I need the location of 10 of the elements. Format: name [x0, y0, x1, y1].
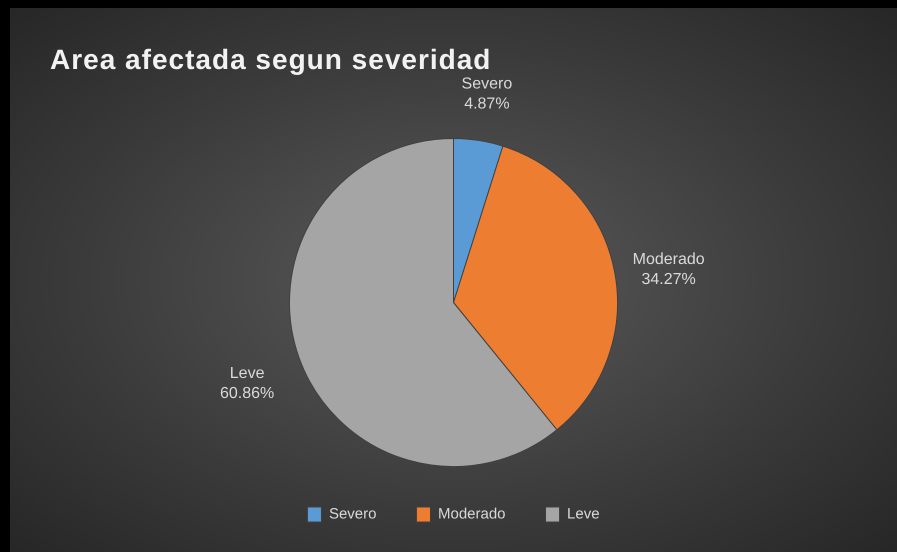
data-label: 60.86% [220, 385, 274, 402]
data-label: 34.27% [642, 270, 696, 288]
legend-label: Severo [328, 506, 376, 523]
slice-label: Severo [462, 75, 512, 92]
legend-label: Moderado [438, 506, 506, 523]
chart-title: Area afectada segun severidad [50, 44, 492, 76]
data-label: 4.87% [464, 95, 510, 112]
slice-label: Moderado [632, 250, 705, 268]
slice-label: Leve [230, 365, 265, 382]
legend-label: Leve [567, 506, 600, 523]
